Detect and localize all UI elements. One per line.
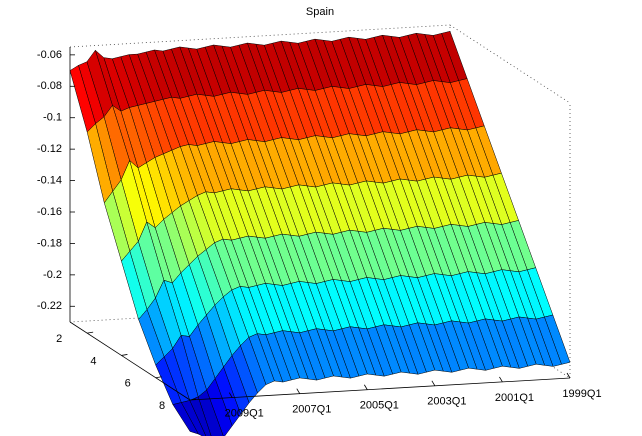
z-tick-label: -0.06 — [37, 49, 62, 61]
axis-line — [189, 377, 571, 401]
y-tick — [189, 398, 197, 401]
x-tick — [363, 384, 368, 390]
y-tick — [155, 376, 162, 379]
z-tick-label: -0.22 — [37, 300, 62, 312]
y-tick-label: 8 — [159, 400, 165, 412]
x-tick-label: 1999Q1 — [562, 388, 601, 400]
x-tick-label: 2001Q1 — [495, 392, 534, 404]
y-tick-label: 6 — [125, 378, 131, 390]
chart-title: Spain — [306, 6, 334, 18]
x-tick — [296, 388, 301, 394]
z-tick-label: -0.18 — [37, 237, 62, 249]
y-tick-label: 2 — [56, 333, 62, 345]
surface-face — [172, 402, 199, 435]
z-tick-label: -0.1 — [43, 112, 62, 124]
y-tick — [87, 331, 94, 334]
z-tick-label: -0.2 — [43, 269, 62, 281]
x-tick — [431, 380, 436, 387]
x-tick-label: 2003Q1 — [427, 396, 466, 408]
axis-line — [69, 321, 191, 401]
z-tick-label: -0.12 — [37, 143, 62, 155]
x-tick — [499, 376, 503, 383]
z-tick-label: -0.16 — [37, 206, 62, 218]
x-tick — [566, 372, 571, 379]
x-tick-label: 2009Q1 — [225, 407, 264, 419]
z-tick-label: -0.08 — [37, 80, 62, 92]
x-tick — [228, 392, 233, 398]
z-tick-label: -0.14 — [37, 174, 62, 186]
y-tick-label: 4 — [90, 355, 96, 367]
y-tick — [121, 354, 128, 356]
surface-face — [206, 378, 233, 436]
surface-face — [197, 389, 224, 436]
x-tick-label: 2005Q1 — [360, 400, 399, 412]
x-tick-label: 2007Q1 — [292, 404, 331, 416]
